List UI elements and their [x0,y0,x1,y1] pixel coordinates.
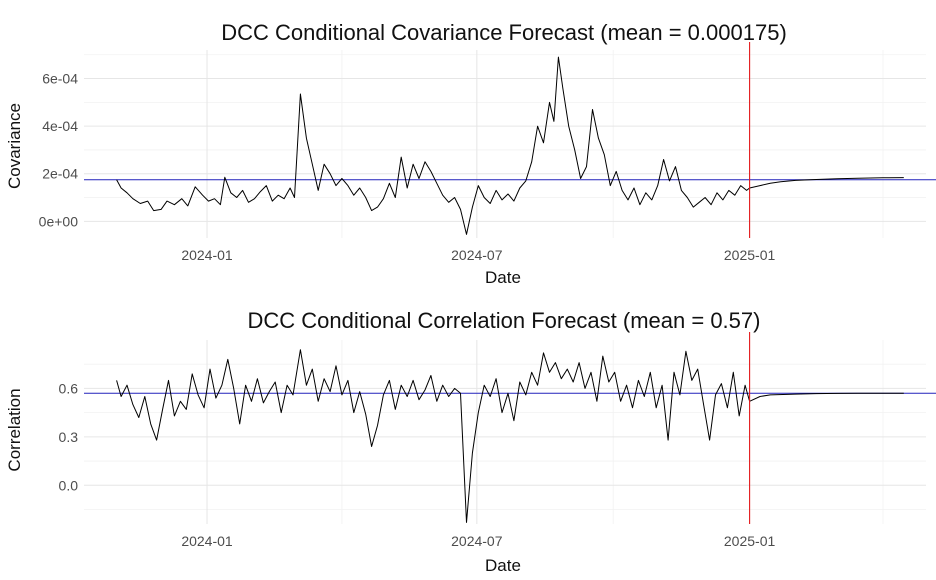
correlation-y-tick-label: 0.3 [59,429,79,445]
covariance-series-line [116,56,904,235]
covariance-chart-title: DCC Conditional Covariance Forecast (mea… [221,20,787,45]
covariance-y-tick-label: 2e-04 [42,166,78,182]
correlation-series [116,349,904,523]
correlation-chart-title: DCC Conditional Correlation Forecast (me… [248,308,761,333]
covariance-y-tick-label: 0e+00 [39,213,79,229]
correlation-y-tick-label: 0.6 [59,380,79,396]
correlation-x-tick-label: 2025-01 [724,533,776,549]
covariance-x-tick-label: 2024-01 [181,247,233,263]
covariance-x-ticks: 2024-01 2024-07 2025-01 [181,247,775,263]
covariance-y-axis-title: Covariance [5,103,24,189]
correlation-x-tick-label: 2024-07 [451,533,503,549]
correlation-y-tick-label: 0.0 [59,477,79,493]
covariance-grid [84,50,926,238]
covariance-series [116,56,904,235]
covariance-y-tick-label: 4e-04 [42,118,78,134]
covariance-y-tick-label: 6e-04 [42,71,78,87]
covariance-y-ticks: 0e+00 2e-04 4e-04 6e-04 [39,71,79,230]
correlation-y-ticks: 0.0 0.3 0.6 [59,380,79,493]
covariance-x-axis-title: Date [485,268,521,287]
correlation-y-axis-title: Correlation [5,388,24,471]
covariance-x-tick-label: 2024-07 [451,247,503,263]
covariance-chart-panel: DCC Conditional Covariance Forecast (mea… [5,20,936,287]
correlation-x-axis-title: Date [485,556,521,575]
correlation-x-ticks: 2024-01 2024-07 2025-01 [181,533,775,549]
correlation-series-line [116,349,904,523]
correlation-x-tick-label: 2024-01 [181,533,233,549]
covariance-x-tick-label: 2025-01 [724,247,776,263]
correlation-chart-panel: DCC Conditional Correlation Forecast (me… [5,308,936,575]
correlation-grid [84,340,926,524]
